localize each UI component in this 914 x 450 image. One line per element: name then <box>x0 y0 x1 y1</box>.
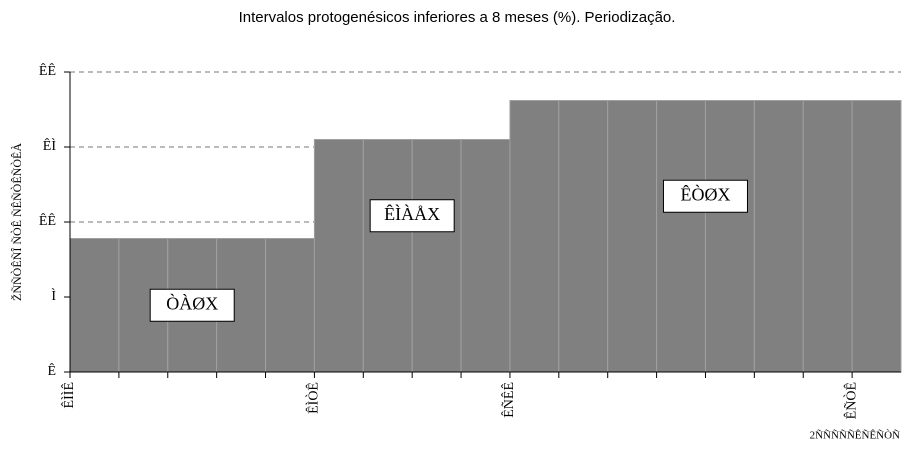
y-tick-label: ÊÌ <box>43 137 57 154</box>
bar <box>802 100 853 373</box>
x-tick-label: ÊÌÒÊ <box>305 382 322 414</box>
bar <box>265 238 315 373</box>
bar <box>69 238 120 373</box>
x-tick-label: ÊÑÒÊ <box>842 382 859 419</box>
x-axis-label: 2ÑÑÑÑÑÊÑÊÑÒÑ <box>810 430 900 442</box>
bar <box>411 139 462 373</box>
value-label: ÒÀØX <box>166 292 218 313</box>
bar <box>753 100 804 373</box>
y-tick-label: ÊÊ <box>39 212 56 229</box>
value-label: ÊÒØX <box>680 183 730 204</box>
bar <box>656 100 706 373</box>
y-tick-label: Ê <box>47 362 56 379</box>
bar <box>704 100 755 373</box>
y-axis-label: ŽÑÑÒÊÑÎ ÑÒÊ ÑÊÑÒÊÑÒÊÀ <box>10 143 24 301</box>
bar <box>558 100 609 373</box>
bar <box>851 100 902 373</box>
bar <box>362 139 413 373</box>
value-label-box <box>662 179 748 213</box>
value-label-box <box>369 199 455 233</box>
y-tick-label: ÊÊ <box>39 62 56 79</box>
bar <box>607 100 658 373</box>
x-tick-label: ÊÌÌÊ <box>60 382 77 408</box>
value-label: ÊÌÀÅX <box>384 203 440 224</box>
chart-title: Intervalos protogenésicos inferiores a 8… <box>239 9 676 26</box>
bar <box>313 139 364 373</box>
x-tick-label: ÊÑÊÊ <box>500 382 517 418</box>
bar <box>460 139 511 373</box>
y-tick-label: Ì <box>51 287 56 304</box>
value-label-box <box>149 288 235 322</box>
bar <box>509 100 560 373</box>
